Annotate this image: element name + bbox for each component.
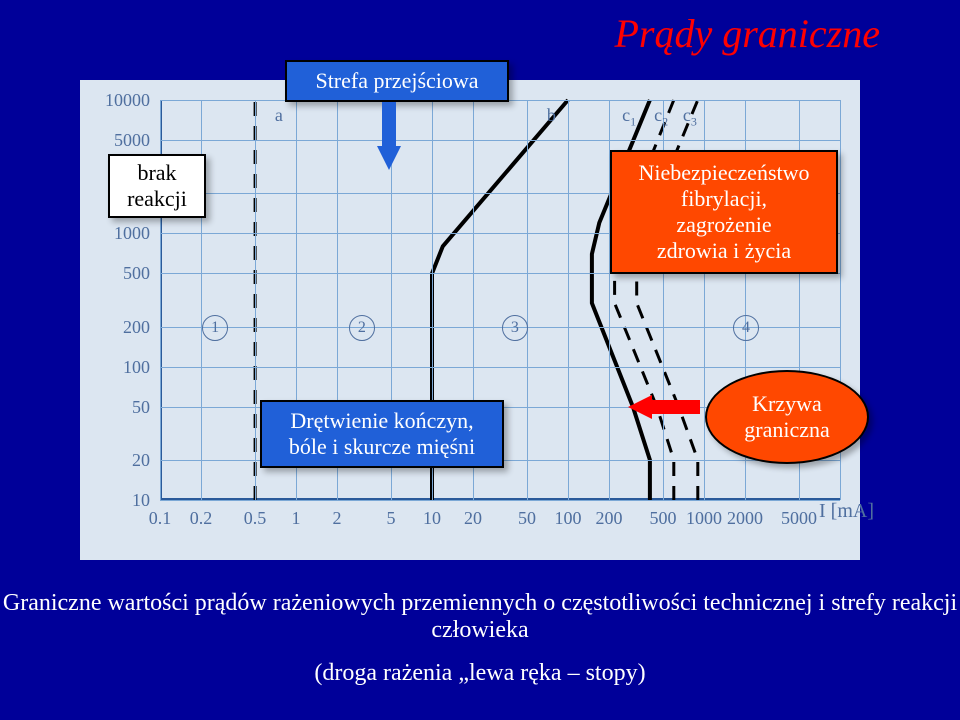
y-tick-label: 10 (90, 490, 150, 511)
x-tick-label: 50 (518, 508, 536, 529)
numbness-l2: bóle i skurcze mięśni (289, 434, 475, 459)
y-tick-label: 1000 (90, 223, 150, 244)
y-tick-label: 50 (90, 397, 150, 418)
danger-l1: Niebezpieczeństwo (638, 160, 809, 185)
x-tick-label: 100 (555, 508, 582, 529)
curve-label: b (547, 105, 556, 126)
x-tick-label: 0.2 (190, 508, 213, 529)
numbness-box: Drętwienie kończyn, bóle i skurcze mięśn… (260, 400, 504, 468)
caption-2: (droga rażenia „lewa ręka – stopy) (0, 660, 960, 687)
y-tick-label: 5000 (90, 130, 150, 151)
curve-label: c2 (654, 105, 668, 130)
danger-l4: zdrowia i życia (657, 238, 791, 263)
x-tick-label: 2000 (727, 508, 763, 529)
x-tick-label: 0.5 (244, 508, 267, 529)
page-title: Prądy graniczne (614, 10, 880, 57)
x-tick-label: 200 (595, 508, 622, 529)
zone-number-1: 1 (202, 315, 228, 341)
limit-curve-l2: graniczna (744, 417, 830, 442)
x-axis-title: I [mA] (819, 500, 874, 523)
y-tick-label: 200 (90, 317, 150, 338)
numbness-l1: Drętwienie kończyn, (290, 408, 473, 433)
zone-number-4: 4 (733, 315, 759, 341)
zone-number-3: 3 (502, 315, 528, 341)
curve-label: c1 (622, 105, 636, 130)
transition-zone-box: Strefa przejściowa (285, 60, 509, 102)
no-reaction-box: brak reakcji (108, 154, 206, 218)
curve-label: a (275, 105, 283, 126)
curve-label: c3 (683, 105, 697, 130)
limit-curve-l1: Krzywa (752, 391, 822, 416)
y-tick-label: 500 (90, 263, 150, 284)
limit-arrow-stem (650, 400, 700, 414)
x-tick-label: 0.1 (149, 508, 172, 529)
y-tick-label: 20 (90, 450, 150, 471)
danger-box: Niebezpieczeństwo fibrylacji, zagrożenie… (610, 150, 838, 274)
x-tick-label: 20 (464, 508, 482, 529)
x-tick-label: 10 (423, 508, 441, 529)
x-tick-label: 1 (292, 508, 301, 529)
danger-l2: fibrylacji, (681, 186, 767, 211)
no-reaction-l1: brak (137, 160, 176, 185)
limit-arrow-head (628, 395, 652, 419)
limit-curve-ellipse: Krzywa graniczna (705, 370, 869, 464)
caption-1: Graniczne wartości prądów rażeniowych pr… (0, 590, 960, 644)
transition-zone-label: Strefa przejściowa (315, 68, 478, 93)
zone-number-2: 2 (349, 315, 375, 341)
transition-arrow-head (377, 146, 401, 170)
x-tick-label: 5 (387, 508, 396, 529)
y-tick-label: 100 (90, 357, 150, 378)
y-tick-label: 10000 (90, 90, 150, 111)
x-tick-label: 2 (332, 508, 341, 529)
x-tick-label: 5000 (781, 508, 817, 529)
x-tick-label: 500 (650, 508, 677, 529)
x-tick-label: 1000 (686, 508, 722, 529)
transition-arrow-stem (382, 102, 396, 148)
no-reaction-l2: reakcji (127, 186, 187, 211)
danger-l3: zagrożenie (676, 212, 771, 237)
